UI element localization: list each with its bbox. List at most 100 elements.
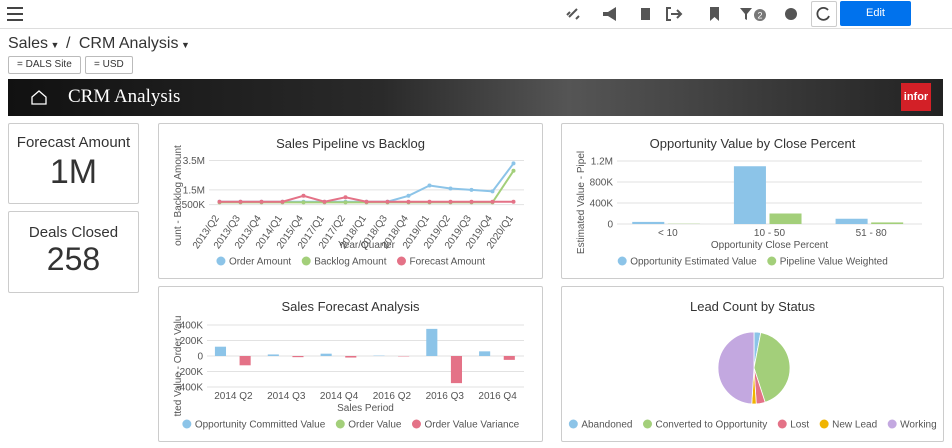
chart: Opportunity Value by Close Percent 0 400K 8… — [576, 136, 922, 268]
pie-slice — [753, 332, 791, 403]
legend-swatch — [301, 256, 311, 266]
line-point — [385, 199, 390, 204]
chart: Sales Pipeline vs Backlog500K1.5M3.5M201… — [173, 136, 524, 268]
y-axis-label: Estimated Value - Pipel — [576, 151, 587, 254]
legend-label: Abandoned — [581, 420, 632, 431]
chart: Lead Count by Status Abandoned Converted t… — [568, 299, 937, 431]
chart-title: Sales Forecast Analysis — [281, 299, 420, 314]
home-icon[interactable] — [30, 89, 48, 105]
y-tick-label: 400K — [590, 199, 614, 210]
x-axis-label: Sales Period — [337, 403, 394, 414]
legend-label: Converted to Opportunity — [656, 420, 768, 431]
announce-icon[interactable] — [603, 7, 616, 21]
breadcrumb-section[interactable]: Sales — [8, 35, 49, 52]
logo: infor — [901, 83, 931, 111]
x-tick-label: < 10 — [658, 228, 678, 239]
legend: Opportunity Committed Value Order Value Or… — [182, 419, 520, 431]
y-axis-label: ount - Backlog Amount — [173, 145, 184, 246]
bar — [267, 354, 279, 356]
legend-swatch — [182, 419, 192, 429]
legend-label: Opportunity Estimated Value — [630, 257, 757, 268]
line-point — [217, 199, 222, 204]
toolbar-icons: 2 — [566, 7, 797, 21]
kpi-value: 1M — [49, 153, 98, 191]
bar — [292, 356, 304, 358]
chart-panel: Sales Pipeline vs Backlog 500K 1.5M 3.5M 201… — [158, 123, 543, 279]
toolbar: 2 Edit — [0, 0, 952, 29]
kpi-card: Deals Closed 258 — [8, 211, 139, 293]
filter-icon[interactable] — [740, 8, 752, 20]
x-tick-label: 2016 Q4 — [478, 391, 517, 402]
legend-label: Order Value Variance — [424, 420, 519, 431]
chart-title: Sales Pipeline vs Backlog — [276, 136, 425, 151]
y-tick-label: 800K — [590, 178, 614, 189]
x-axis-label: Year/Quarter — [338, 240, 396, 251]
pie-slice — [717, 331, 755, 405]
legend-label: Order Value — [348, 420, 402, 431]
legend: Order Amount Backlog Amount Forecast Amoun… — [216, 256, 485, 268]
y-tick-label: 200K — [180, 336, 204, 347]
line-point — [301, 193, 306, 198]
line-point — [511, 199, 516, 204]
bookmark-icon[interactable] — [710, 7, 719, 21]
kpi-label: Forecast Amount — [16, 134, 131, 151]
link-icon[interactable] — [566, 8, 580, 20]
filter-badge — [754, 9, 766, 21]
line-point — [259, 199, 264, 204]
filter-chip[interactable]: = DALS Site — [8, 56, 81, 74]
legend-swatch — [396, 256, 406, 266]
y-tick-label: 3.5M — [183, 156, 205, 167]
breadcrumb-page[interactable]: CRM Analysis — [78, 35, 179, 52]
filter-chip[interactable]: = USD — [85, 56, 133, 74]
bar — [450, 356, 463, 384]
x-axis-label: Opportunity Close Percent — [711, 240, 829, 251]
line-point — [427, 183, 432, 188]
menu-icon[interactable] — [6, 5, 24, 23]
refresh-button[interactable] — [811, 1, 837, 27]
line-point — [406, 193, 411, 198]
legend-swatch — [617, 256, 627, 266]
bar — [214, 346, 227, 356]
line-point — [280, 199, 285, 204]
line-point — [343, 200, 348, 205]
bar — [835, 218, 868, 224]
legend-swatch — [216, 256, 226, 266]
line-series — [219, 162, 515, 203]
kpi-card: Forecast Amount 1M — [8, 123, 139, 204]
line-point — [448, 186, 453, 191]
line-point — [406, 199, 411, 204]
y-tick-label: -400K — [176, 383, 203, 394]
legend-label: New Lead — [832, 420, 877, 431]
help-icon[interactable] — [785, 8, 797, 20]
chart-panel: Sales Forecast Analysis -400K -200K 0 200K 40… — [158, 286, 543, 442]
legend-swatch — [643, 419, 652, 429]
y-axis-label: tted Value - Order Valu — [173, 316, 184, 417]
bar — [239, 356, 251, 366]
x-tick-label: 10 - 50 — [754, 228, 786, 239]
legend-label: Working — [900, 420, 937, 431]
y-tick-label: 0 — [197, 352, 203, 363]
legend-swatch — [568, 419, 578, 429]
export-icon[interactable] — [666, 7, 683, 21]
x-tick-label: 2014 Q4 — [320, 391, 359, 402]
copy-icon[interactable] — [641, 8, 650, 20]
breadcrumb: Sales ▼ / CRM Analysis ▼ — [8, 35, 190, 52]
line-point — [511, 161, 516, 166]
y-tick-label: -200K — [176, 367, 203, 378]
bar — [871, 222, 904, 224]
y-tick-label: 400K — [180, 321, 204, 332]
banner-title: CRM Analysis — [68, 86, 181, 107]
x-tick-label: 2016 Q2 — [373, 391, 412, 402]
legend-label: Pipeline Value Weighted — [780, 257, 888, 268]
line-series — [219, 170, 515, 204]
legend-label: Backlog Amount — [314, 257, 386, 268]
legend-swatch — [335, 419, 345, 429]
bar — [426, 328, 438, 356]
edit-button[interactable]: Edit — [840, 1, 911, 26]
x-tick-label: 2016 Q3 — [426, 391, 465, 402]
legend-label: Forecast Amount — [409, 257, 485, 268]
bar — [479, 351, 491, 356]
bar — [632, 221, 665, 224]
bar — [769, 213, 802, 224]
